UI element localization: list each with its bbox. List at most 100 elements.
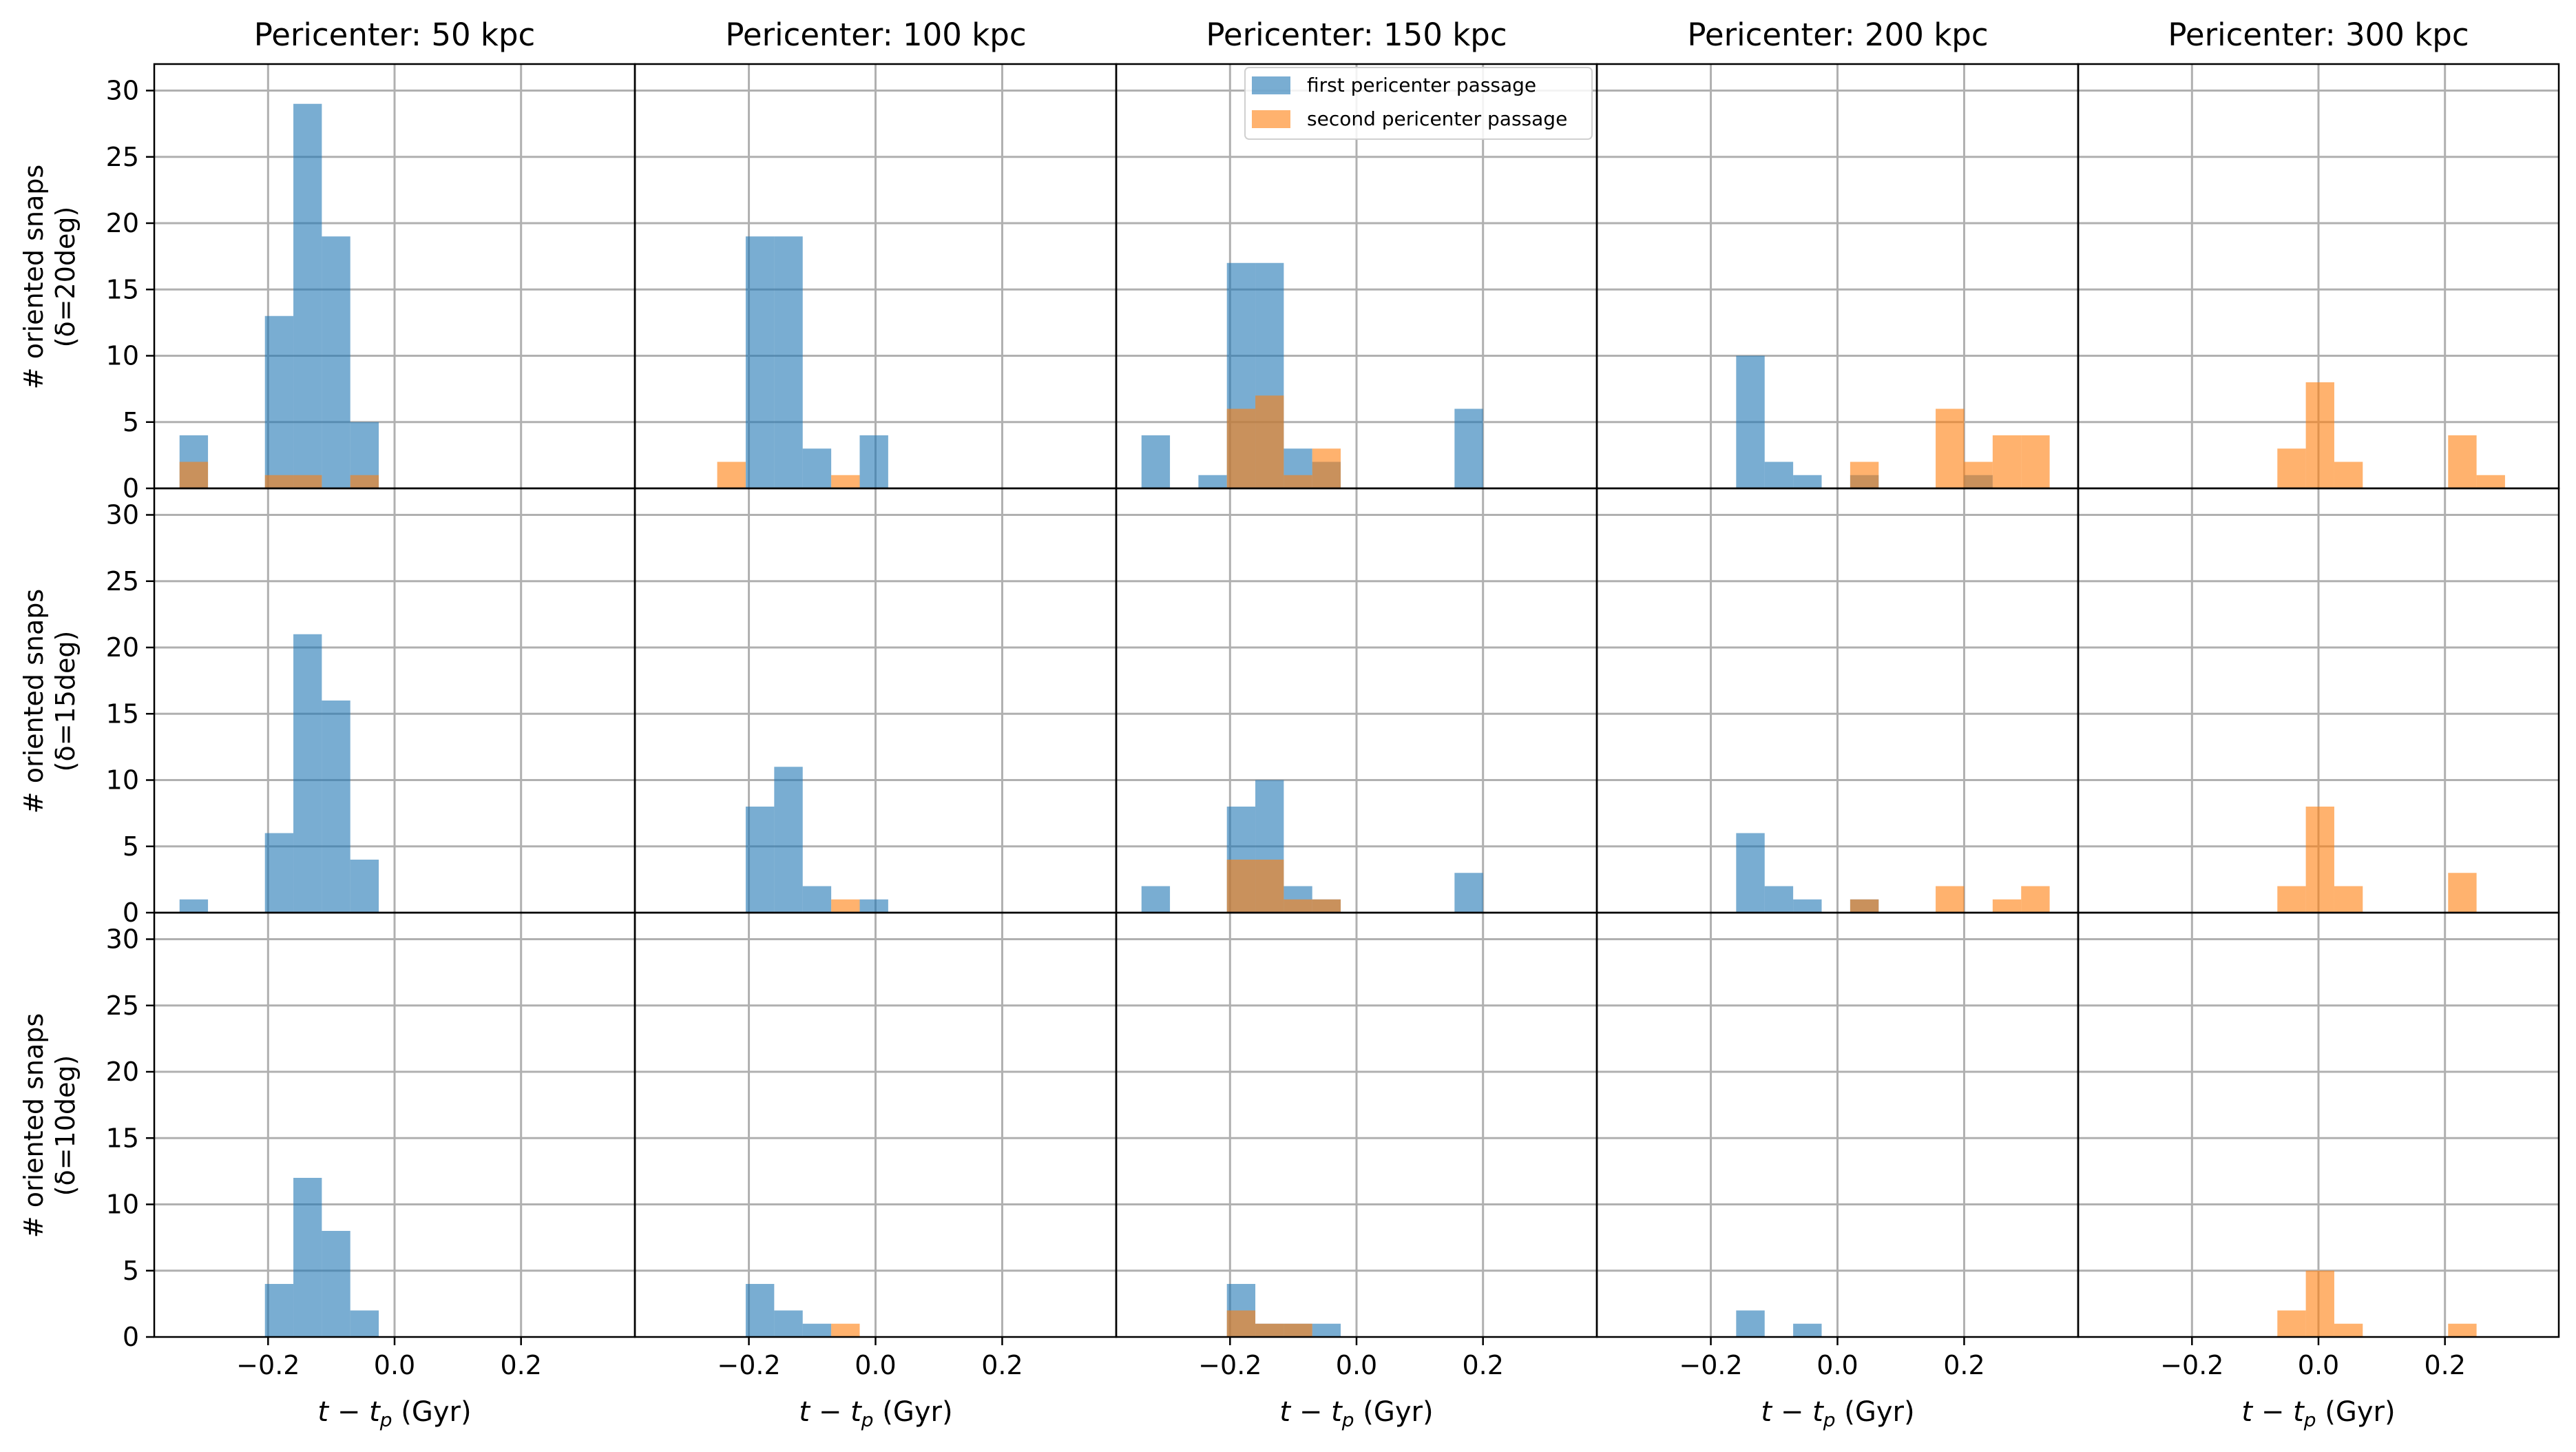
- histogram-bar-first-passage: [1454, 873, 1483, 913]
- histogram-bar-second-passage: [2476, 475, 2505, 488]
- ytick-label: 5: [123, 407, 139, 437]
- ylabel-row3-line2: (δ=10deg): [50, 1055, 81, 1196]
- ytick-label: 0: [123, 473, 139, 504]
- histogram-bar-second-passage: [2448, 1323, 2477, 1337]
- histogram-bar-first-passage: [1141, 435, 1171, 488]
- ylabel-row3-line1: # oriented snaps: [19, 1013, 49, 1238]
- row-y-labels: # oriented snaps (δ=20deg) # oriented sn…: [19, 165, 81, 1238]
- xtick-label: 0.0: [374, 1350, 415, 1380]
- histogram-bar-second-passage: [1992, 435, 2022, 488]
- histogram-bar-second-passage: [2021, 886, 2050, 913]
- histogram-bar-first-passage: [745, 1284, 775, 1337]
- histogram-bar-second-passage: [1936, 886, 1965, 913]
- histogram-bar-first-passage: [322, 701, 350, 913]
- histogram-bar-second-passage: [2334, 886, 2363, 913]
- histogram-bar-second-passage: [1226, 1310, 1256, 1337]
- column-title-100kpc: Pericenter: 100 kpc: [725, 17, 1026, 53]
- histogram-bar-second-passage: [2021, 435, 2050, 488]
- xtick-label: 0.0: [855, 1350, 896, 1380]
- xtick-label: 0.2: [500, 1350, 541, 1380]
- column-title-300kpc: Pericenter: 300 kpc: [2168, 17, 2469, 53]
- histogram-bar-second-passage: [2277, 448, 2306, 488]
- histogram-bar-second-passage: [1312, 899, 1341, 913]
- xtick-label: 0.2: [981, 1350, 1023, 1380]
- histogram-bar-first-passage: [264, 833, 294, 913]
- histogram-bar-second-passage: [1936, 408, 1965, 488]
- legend-swatch-first: [1252, 76, 1290, 94]
- histogram-bar-first-passage: [264, 1284, 294, 1337]
- legend-swatch-second: [1252, 110, 1290, 128]
- histogram-bar-first-passage: [802, 1323, 832, 1337]
- histogram-bar-first-passage: [859, 899, 888, 913]
- ytick-label: 10: [106, 341, 139, 371]
- histogram-bar-second-passage: [293, 475, 322, 488]
- ytick-label: 25: [106, 566, 139, 597]
- histogram-bar-second-passage: [1284, 475, 1312, 488]
- ylabel-row2-line2: (δ=15deg): [50, 631, 81, 772]
- xtick-label: 0.2: [1943, 1350, 1985, 1380]
- histogram-bar-first-passage: [1764, 886, 1794, 913]
- ylabel-row1-line2: (δ=20deg): [50, 207, 81, 348]
- ytick-label: 15: [106, 274, 139, 304]
- histogram-bar-second-passage: [264, 475, 294, 488]
- ytick-label: 25: [106, 991, 139, 1021]
- ytick-label: 10: [106, 765, 139, 796]
- xtick-label: −0.2: [236, 1350, 300, 1380]
- histogram-bar-first-passage: [293, 634, 322, 913]
- ytick-label: 20: [106, 1057, 139, 1087]
- histogram-bar-first-passage: [293, 103, 322, 488]
- column-title-150kpc: Pericenter: 150 kpc: [1206, 17, 1507, 53]
- histogram-bar-second-passage: [350, 475, 379, 488]
- tick-marks-and-labels: 051015202530051015202530051015202530−0.2…: [106, 76, 2466, 1381]
- histogram-bar-second-passage: [1284, 899, 1312, 913]
- ytick-label: 5: [123, 831, 139, 862]
- histogram-bar-second-passage: [1284, 1323, 1312, 1337]
- xtick-label: −0.2: [2160, 1350, 2223, 1380]
- histogram-bar-second-passage: [2448, 873, 2477, 913]
- histogram-bar-first-passage: [774, 1310, 803, 1337]
- histogram-bar-second-passage: [2277, 886, 2306, 913]
- histogram-bar-first-passage: [322, 1231, 350, 1337]
- histogram-bar-second-passage: [831, 1323, 860, 1337]
- histogram-bar-second-passage: [1226, 408, 1256, 488]
- ytick-label: 20: [106, 208, 139, 238]
- histogram-bar-second-passage: [1255, 860, 1284, 913]
- ytick-label: 15: [106, 1123, 139, 1153]
- histogram-bar-second-passage: [2305, 807, 2334, 913]
- histogram-bar-second-passage: [1255, 1323, 1284, 1337]
- ytick-label: 30: [106, 76, 139, 106]
- legend-box: [1244, 67, 1593, 140]
- histogram-bar-first-passage: [1312, 1323, 1341, 1337]
- ytick-label: 15: [106, 698, 139, 729]
- xtick-label: −0.2: [717, 1350, 780, 1380]
- ylabel-row1-line1: # oriented snaps: [19, 165, 49, 389]
- histogram-bar-second-passage: [1226, 860, 1256, 913]
- ylabel-row2-line1: # oriented snaps: [19, 589, 49, 813]
- histogram-bar-first-passage: [1736, 833, 1765, 913]
- column-title-200kpc: Pericenter: 200 kpc: [1687, 17, 1988, 53]
- histogram-bar-second-passage: [2305, 1270, 2334, 1337]
- xlabel-col2: t − tp (Gyr): [799, 1396, 952, 1431]
- histogram-bar-first-passage: [350, 1310, 379, 1337]
- histogram-bar-second-passage: [2334, 1323, 2363, 1337]
- histogram-bar-first-passage: [264, 315, 294, 488]
- ytick-label: 0: [123, 1322, 139, 1352]
- ytick-label: 10: [106, 1190, 139, 1220]
- histogram-bar-first-passage: [1141, 886, 1171, 913]
- histogram-bar-first-passage: [774, 767, 803, 913]
- histogram-bar-second-passage: [2334, 461, 2363, 488]
- histogram-bar-second-passage: [1312, 448, 1341, 488]
- xtick-label: 0.2: [1462, 1350, 1503, 1380]
- xlabel-col4: t − tp (Gyr): [1761, 1396, 1914, 1431]
- histogram-bar-first-passage: [745, 807, 775, 913]
- histogram-bar-first-passage: [802, 448, 832, 488]
- histogram-bars: [179, 103, 2505, 1337]
- histogram-bar-first-passage: [322, 236, 350, 488]
- histogram-bar-first-passage: [859, 435, 888, 488]
- histogram-bar-second-passage: [2277, 1310, 2306, 1337]
- histogram-bar-first-passage: [1793, 1323, 1822, 1337]
- ytick-label: 5: [123, 1256, 139, 1286]
- histogram-bar-second-passage: [2305, 382, 2334, 488]
- column-titles: Pericenter: 50 kpc Pericenter: 100 kpc P…: [254, 17, 2469, 53]
